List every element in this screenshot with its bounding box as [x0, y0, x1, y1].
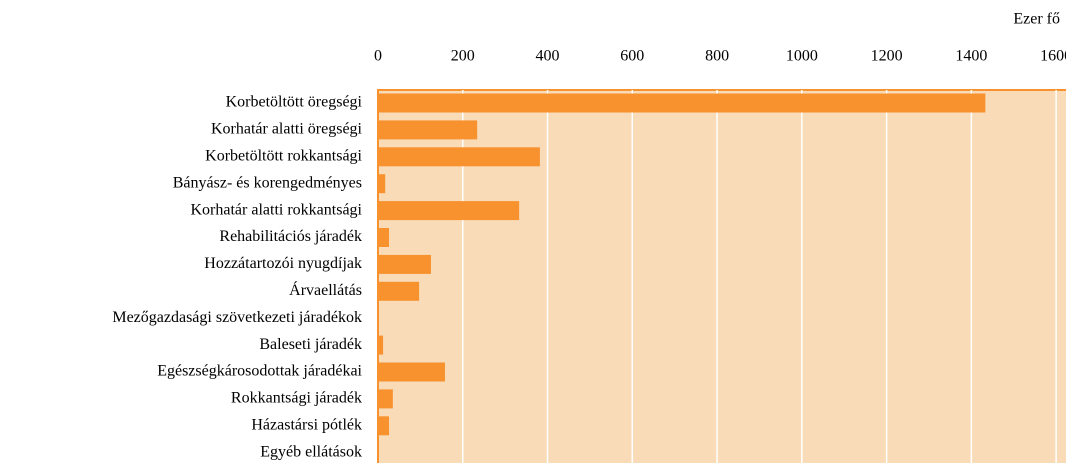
y-tick-label: Házastársi pótlék	[251, 416, 362, 433]
bar	[378, 389, 393, 409]
y-tick-label: Bányász- és korengedményes	[173, 174, 362, 191]
x-tick-label: 1400	[955, 48, 987, 65]
bar	[378, 362, 445, 382]
bar	[378, 228, 390, 247]
plot-area	[377, 89, 1066, 463]
bar	[378, 120, 478, 140]
x-tick-label: 1200	[871, 48, 903, 65]
y-tick-label: Korhatár alatti öregségi	[211, 121, 363, 138]
y-tick-label: Baleseti járadék	[259, 336, 362, 353]
y-tick-label: Rokkantsági járadék	[231, 390, 362, 407]
y-tick-label: Rehabilitációs járadék	[219, 228, 362, 245]
y-tick-label: Hozzátartozói nyugdíjak	[204, 255, 362, 272]
y-tick-label: Korhatár alatti rokkantsági	[191, 201, 363, 218]
y-tick-label: Egyéb ellátások	[260, 443, 362, 460]
bar	[378, 281, 420, 301]
bar	[378, 174, 386, 194]
x-tick-label: 600	[620, 48, 644, 65]
bar	[378, 201, 520, 221]
y-tick-label: Mezőgazdasági szövetkezeti járadékok	[112, 309, 362, 326]
x-tick-label: 0	[374, 48, 382, 65]
bar	[378, 93, 986, 113]
x-tick-label: 1000	[786, 48, 818, 65]
x-tick-label: 200	[451, 48, 475, 65]
bar	[378, 254, 431, 274]
y-tick-label: Korbetöltött öregségi	[226, 94, 363, 111]
bar	[378, 416, 390, 436]
y-tick-label: Korbetöltött rokkantsági	[205, 147, 362, 164]
bar	[378, 147, 540, 167]
bar	[378, 335, 384, 355]
x-tick-label: 1600	[1040, 48, 1066, 65]
y-tick-label: Árvaellátás	[289, 280, 362, 299]
x-tick-label: 800	[705, 48, 729, 65]
bar	[378, 308, 379, 328]
axis-label: Ezer fő	[1013, 11, 1060, 28]
x-tick-label: 400	[536, 48, 560, 65]
y-tick-label: Egészségkárosodottak járadékai	[157, 363, 362, 380]
